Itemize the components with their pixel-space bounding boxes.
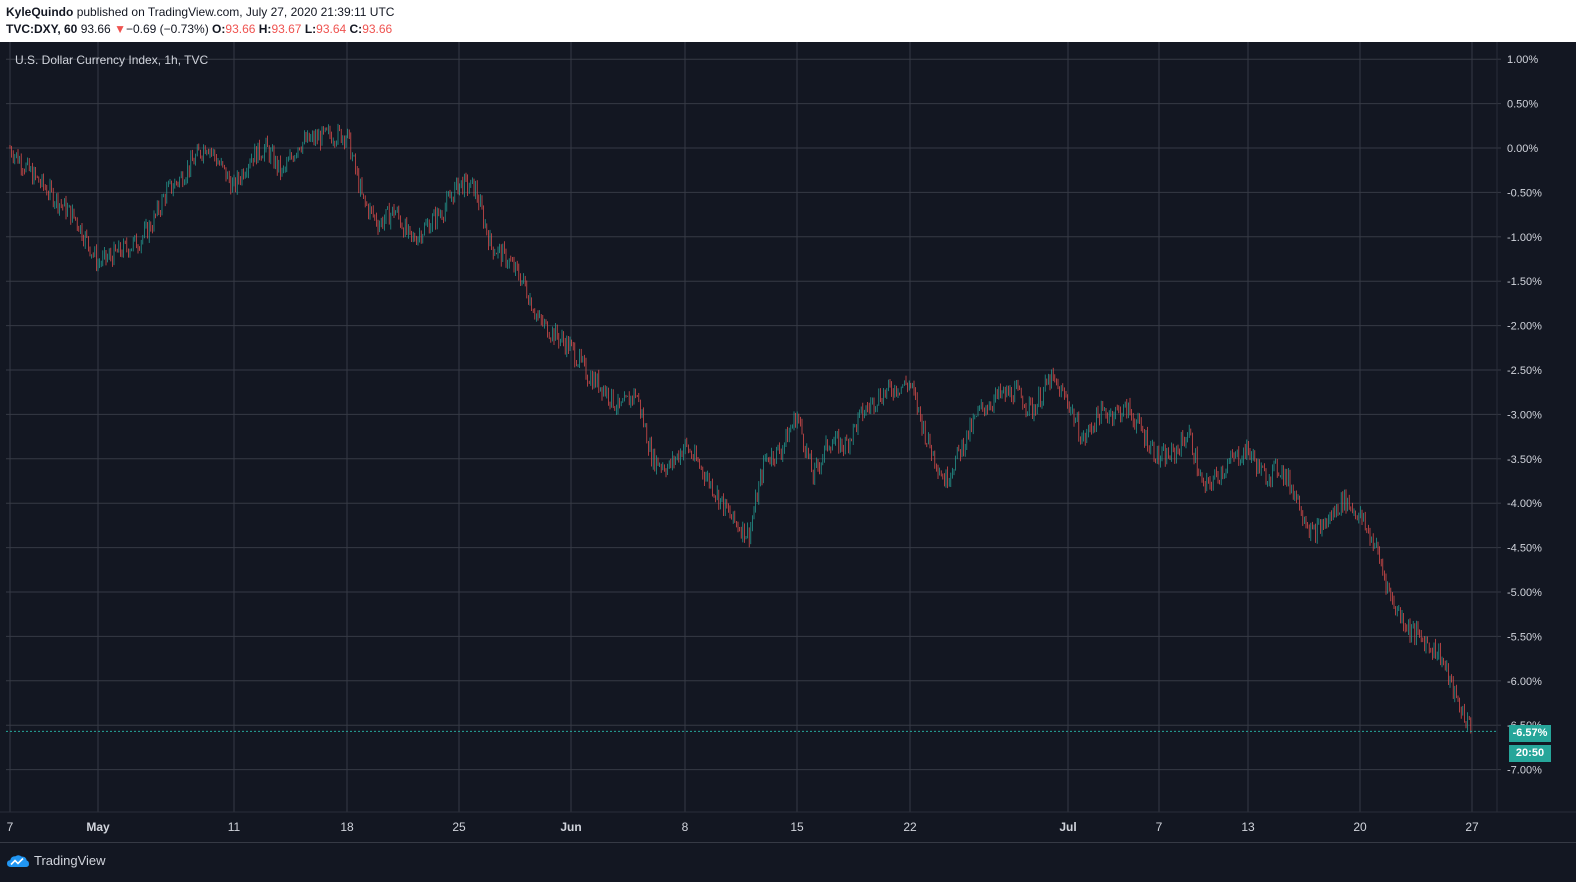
tradingview-cloud-icon	[7, 854, 29, 867]
x-axis-label: 25	[452, 820, 466, 834]
open-value: 93.66	[225, 22, 256, 36]
candles-group	[9, 123, 1472, 734]
low-label: L:	[304, 22, 317, 36]
symbol-label: TVC:DXY, 60	[6, 22, 78, 36]
change-text: −0.69 (−0.73%)	[125, 22, 209, 36]
brand-name: TradingView	[34, 853, 106, 868]
y-axis-label: 1.00%	[1507, 54, 1538, 66]
y-axis-label: -7.00%	[1507, 765, 1542, 777]
y-axis-label: -0.50%	[1507, 187, 1542, 199]
chart-legend: U.S. Dollar Currency Index, 1h, TVC	[15, 53, 209, 67]
chart-pane[interactable]: 1.00% 0.50% 0.00% -0.50% -1.00% -1.50% -2.00% -…	[0, 42, 1576, 842]
y-axis-label: -3.00%	[1507, 409, 1542, 421]
y-axis-label: 0.00%	[1507, 143, 1538, 155]
tradingview-brand[interactable]: TradingView	[7, 853, 106, 868]
x-axis-label: Jul	[1059, 820, 1076, 834]
y-axis-label: -2.00%	[1507, 321, 1542, 333]
y-axis-label: -4.00%	[1507, 498, 1542, 510]
x-axis-label: 20	[1353, 820, 1367, 834]
y-axis-label: -1.50%	[1507, 276, 1542, 288]
high-label: H:	[258, 22, 272, 36]
y-axis-label: -2.50%	[1507, 365, 1542, 377]
y-axis-label: -4.50%	[1507, 543, 1542, 555]
candlestick-chart[interactable]: 1.00% 0.50% 0.00% -0.50% -1.00% -1.50% -2.00% -…	[0, 42, 1576, 842]
publish-info: KyleQuindo published on TradingView.com,…	[6, 5, 394, 19]
published-text: published on TradingView.com, July 27, 2…	[76, 5, 395, 19]
low-value: 93.64	[316, 22, 347, 36]
x-axis-label: 18	[340, 820, 354, 834]
y-axis-label: -6.00%	[1507, 676, 1542, 688]
x-axis-label: 7	[1156, 820, 1163, 834]
x-axis-label: 11	[228, 820, 241, 834]
close-label: C:	[349, 22, 363, 36]
x-axis-label: 22	[903, 820, 917, 834]
y-axis-label: -5.00%	[1507, 587, 1542, 599]
symbol-quote-line: TVC:DXY, 60 93.66 ▼−0.69 (−0.73%) O:93.6…	[6, 22, 392, 36]
x-axis-label: May	[86, 820, 110, 834]
change-down-icon: ▼	[114, 22, 126, 36]
x-axis-label: 27	[1465, 820, 1479, 834]
y-axis-label: -5.50%	[1507, 631, 1542, 643]
x-axis-label: 13	[1241, 820, 1255, 834]
footer-bar: TradingView	[0, 842, 1576, 882]
last-price: 93.66	[80, 22, 111, 36]
y-axis-label: -1.00%	[1507, 232, 1542, 244]
x-axis-label: 15	[790, 820, 804, 834]
y-axis-label: -3.50%	[1507, 454, 1542, 466]
open-label: O:	[212, 22, 226, 36]
high-value: 93.67	[271, 22, 302, 36]
author-name[interactable]: KyleQuindo	[6, 5, 74, 19]
publish-header: KyleQuindo published on TradingView.com,…	[0, 0, 1576, 42]
y-axis-label: 0.50%	[1507, 99, 1538, 111]
x-axis-label: 7	[7, 820, 14, 834]
close-value: 93.66	[362, 22, 393, 36]
x-axis-label: Jun	[560, 820, 581, 834]
countdown-badge: 20:50	[1509, 745, 1551, 762]
last-price-badge: -6.57%	[1509, 725, 1551, 742]
x-axis-label: 8	[682, 820, 689, 834]
